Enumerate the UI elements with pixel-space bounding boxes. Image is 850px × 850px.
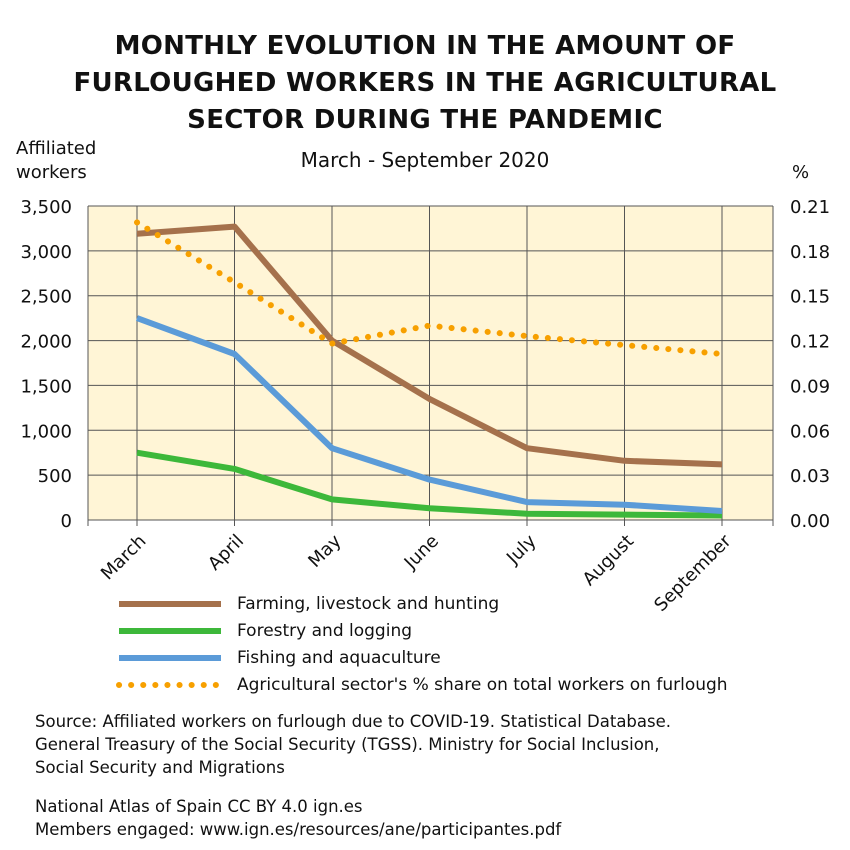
legend: Farming, livestock and hunting Forestry a… [115, 590, 728, 698]
legend-swatch [119, 654, 221, 661]
legend-label: Forestry and logging [237, 620, 413, 641]
chart-title: MONTHLY EVOLUTION IN THE AMOUNT OF FURLO… [0, 28, 850, 139]
x-tick-label: March [97, 531, 151, 585]
credit-line: National Atlas of Spain CC BY 4.0 ign.es [35, 797, 363, 816]
x-tick-label: April [204, 531, 248, 575]
plot-background [88, 206, 773, 520]
y2-tick-label: 0.18 [790, 242, 830, 263]
y-tick-label: 2,500 [20, 287, 72, 308]
title-line: MONTHLY EVOLUTION IN THE AMOUNT OF [114, 31, 736, 61]
y2-tick-label: 0.15 [790, 287, 830, 308]
y2-axis-label: % [792, 162, 810, 183]
legend-swatch [119, 627, 221, 634]
source-note: Source: Affiliated workers on furlough d… [35, 710, 671, 779]
y2-tick-label: 0.09 [790, 376, 830, 397]
y-tick-label: 500 [38, 466, 72, 487]
legend-label: Fishing and aquaculture [237, 647, 441, 668]
y2-tick-label: 0.03 [790, 466, 830, 487]
source-line: Source: Affiliated workers on furlough d… [35, 712, 672, 731]
y-tick-label: 3,500 [20, 197, 72, 218]
y-tick-label: 3,000 [20, 242, 72, 263]
y-tick-label: 1,500 [20, 376, 72, 397]
y-axis-label-line: Affiliated [16, 138, 97, 159]
legend-swatch [116, 681, 224, 688]
y-axis-label: Affiliated workers [16, 137, 116, 185]
y-tick-label: 0 [61, 511, 72, 532]
legend-item: Agricultural sector's % share on total w… [115, 671, 728, 698]
title-line: FURLOUGHED WORKERS IN THE AGRICULTURAL [73, 68, 777, 98]
y-tick-label: 2,000 [20, 332, 72, 353]
y2-tick-label: 0.06 [790, 421, 830, 442]
legend-item: Farming, livestock and hunting [115, 590, 728, 617]
x-tick-label: July [502, 530, 541, 569]
x-tick-label: May [304, 530, 345, 571]
source-line: Social Security and Migrations [35, 758, 285, 777]
legend-item: Forestry and logging [115, 617, 728, 644]
x-tick-label: August [579, 531, 638, 590]
y-tick-label: 1,000 [20, 421, 72, 442]
y2-tick-label: 0.00 [790, 511, 830, 532]
credit-line: Members engaged: www.ign.es/resources/an… [35, 820, 562, 839]
source-line: General Treasury of the Social Security … [35, 735, 660, 754]
y-axis-label-line: workers [16, 162, 87, 183]
legend-label: Farming, livestock and hunting [237, 593, 500, 614]
x-tick-label: June [400, 531, 443, 574]
y2-tick-label: 0.12 [790, 332, 830, 353]
legend-item: Fishing and aquaculture [115, 644, 728, 671]
y2-tick-label: 0.21 [790, 197, 830, 218]
legend-swatch [119, 600, 221, 607]
credits: National Atlas of Spain CC BY 4.0 ign.es… [35, 795, 561, 841]
title-line: SECTOR DURING THE PANDEMIC [187, 105, 663, 135]
legend-label: Agricultural sector's % share on total w… [237, 674, 728, 695]
chart-subtitle: March - September 2020 [300, 148, 550, 172]
